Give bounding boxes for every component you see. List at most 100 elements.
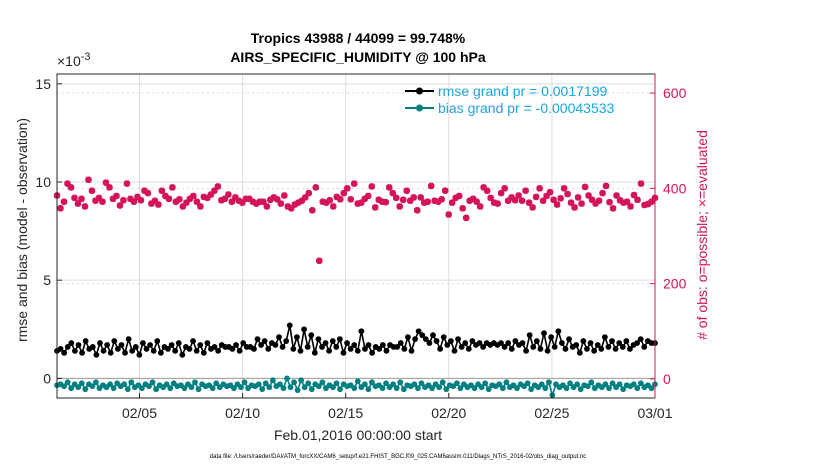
obs-evaluated-point-bar — [134, 193, 141, 201]
rmse-point — [508, 346, 515, 352]
obs-evaluated-point-bar — [375, 196, 382, 203]
obs-evaluated-point-bar — [602, 182, 610, 190]
y-tick-label-left: 5 — [43, 272, 51, 288]
legend: rmse grand pr = 0.0017199 bias grand pr … — [405, 83, 615, 116]
obs-evaluated-point — [88, 187, 96, 194]
rmse-point — [637, 336, 644, 342]
obs-evaluated-point-bar — [305, 189, 312, 197]
rmse-point — [265, 346, 272, 352]
obs-evaluated-point — [574, 194, 582, 201]
bias-point — [390, 381, 397, 388]
rmse-point — [476, 340, 483, 346]
obs-evaluated-point-bar — [518, 197, 526, 204]
obs-evaluated-point — [553, 201, 561, 208]
obs-evaluated-point — [78, 195, 85, 203]
obs-evaluated-point-bar — [445, 211, 452, 218]
exponent-power: -3 — [81, 51, 91, 63]
obs-evaluated-point-bar — [246, 195, 253, 203]
obs-evaluated-point-bar — [382, 198, 389, 206]
obs-evaluated-point-bar — [585, 192, 592, 199]
bias-point — [110, 385, 117, 392]
bias-point — [153, 386, 159, 393]
rmse-point — [405, 334, 411, 341]
obs-evaluated-point — [536, 185, 543, 192]
rmse-point — [376, 346, 383, 352]
obs-evaluated-point-bar — [162, 192, 169, 200]
rmse-point — [204, 340, 211, 346]
rmse-point — [440, 334, 447, 341]
obs-evaluated-point — [113, 192, 120, 200]
obs-evaluated-point-bar — [270, 194, 277, 201]
rmse-point — [118, 342, 125, 348]
bias-point — [577, 386, 584, 393]
obs-evaluated-point — [413, 207, 421, 214]
rmse-point — [533, 338, 540, 344]
obs-evaluated-point-bar — [249, 198, 257, 205]
obs-evaluated-point — [595, 197, 603, 204]
rmse-point — [165, 346, 171, 352]
rmse-point — [412, 336, 418, 342]
obs-evaluated-point — [578, 200, 585, 207]
obs-evaluated-point — [602, 182, 610, 190]
bias-point — [351, 385, 358, 392]
rmse-point — [344, 340, 350, 346]
obs-evaluated-point — [179, 203, 187, 210]
bias-point — [277, 381, 283, 388]
rmse-point — [601, 334, 608, 341]
obs-evaluated-point — [571, 204, 578, 211]
rmse-point — [140, 340, 146, 346]
rmse-point — [526, 332, 533, 339]
rmse-point — [505, 340, 512, 346]
bias-point — [121, 381, 128, 388]
obs-evaluated-point — [340, 189, 347, 197]
obs-evaluated-point — [305, 189, 312, 197]
obs-evaluated-point-bar — [480, 184, 487, 191]
obs-evaluated-point-bar — [127, 195, 134, 203]
rmse-point — [512, 338, 519, 344]
obs-evaluated-point-bar — [462, 214, 470, 222]
rmse-point — [333, 344, 340, 350]
obs-evaluated-point-bar — [637, 180, 645, 187]
obs-evaluated-point — [123, 180, 131, 187]
obs-evaluated-point — [190, 192, 197, 200]
obs-evaluated-point-bar — [197, 203, 204, 210]
obs-evaluated-point-bar — [389, 189, 396, 197]
obs-evaluated-point-bar — [627, 203, 634, 210]
exponent-label: ×10-3 — [57, 51, 91, 69]
bias-point — [192, 379, 198, 386]
obs-evaluated-point-bar — [137, 197, 145, 204]
rmse-point — [283, 338, 290, 344]
bias-point — [319, 379, 326, 386]
rmse-point — [193, 347, 200, 354]
obs-evaluated-point-bar — [536, 185, 543, 192]
y-tick-label-right: 200 — [663, 276, 687, 292]
rmse-point — [612, 346, 619, 352]
obs-evaluated-point-bar — [130, 198, 138, 205]
obs-evaluated-point — [281, 192, 288, 199]
bias-point — [545, 379, 552, 386]
rmse-point — [89, 344, 96, 350]
rmse-point — [272, 342, 279, 348]
bias-point — [291, 379, 297, 386]
obs-evaluated-point — [298, 197, 305, 204]
obs-evaluated-point — [448, 199, 456, 206]
rmse-point — [93, 351, 100, 358]
rmse-point — [143, 346, 150, 352]
rmse-point — [462, 340, 469, 346]
obs-evaluated-point — [57, 205, 64, 212]
rmse-point — [179, 351, 186, 358]
rmse-point — [340, 349, 347, 356]
obs-evaluated-point-bar — [386, 184, 393, 191]
bias-point — [195, 386, 202, 393]
rmse-point — [541, 330, 547, 337]
bias-point — [648, 385, 655, 392]
rmse-point — [584, 346, 590, 352]
bias-point — [259, 386, 266, 393]
bias-point — [308, 386, 315, 393]
obs-evaluated-point-bar — [141, 187, 148, 194]
rmse-point — [469, 338, 476, 344]
obs-evaluated-point-bar — [347, 196, 354, 203]
rmse-point — [104, 342, 111, 348]
rmse-point — [369, 349, 376, 356]
obs-evaluated-point — [372, 204, 379, 211]
